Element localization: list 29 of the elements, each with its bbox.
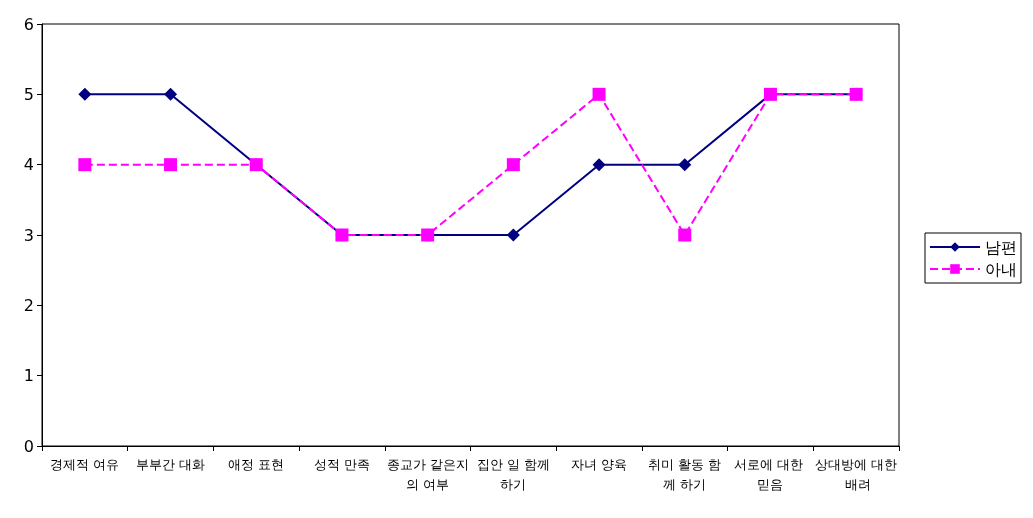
legend-label: 남편 xyxy=(985,237,1017,257)
y-tick-label: 1 xyxy=(23,366,34,386)
y-tick-label: 5 xyxy=(23,84,34,104)
point xyxy=(164,87,178,101)
x-tick-label: 종교가 같은지의 여부 xyxy=(386,456,469,492)
point xyxy=(506,158,520,172)
x-tick-label: 상대방에 대한 배려 xyxy=(815,456,898,492)
point xyxy=(506,228,520,242)
y-tick-label: 2 xyxy=(23,295,34,315)
y-tick-label: 0 xyxy=(23,436,34,456)
point xyxy=(678,228,692,242)
y-tick-label: 4 xyxy=(23,155,34,175)
x-tick-label: 애정 표현 xyxy=(228,456,285,472)
point xyxy=(78,87,92,101)
x-tick-label: 성적 만족 xyxy=(313,456,371,472)
x-tick-label: 서로에 대한 믿음 xyxy=(733,456,808,492)
y-tick-label: 3 xyxy=(23,225,34,245)
x-tick-label: 취미 활동 함께 하기 xyxy=(648,456,722,492)
x-tick-label: 집안 일 함께하기 xyxy=(476,456,550,492)
point xyxy=(592,87,606,101)
x-tick-label: 경제적 여유 xyxy=(50,456,120,472)
point xyxy=(164,158,178,172)
x-tick-label: 부부간 대화 xyxy=(135,456,206,472)
point xyxy=(78,158,92,172)
y-tick-label: 6 xyxy=(23,14,34,34)
point xyxy=(592,158,606,172)
legend-label: 아내 xyxy=(985,259,1017,279)
point xyxy=(678,158,692,172)
x-tick-label: 자녀 양육 xyxy=(570,456,628,472)
